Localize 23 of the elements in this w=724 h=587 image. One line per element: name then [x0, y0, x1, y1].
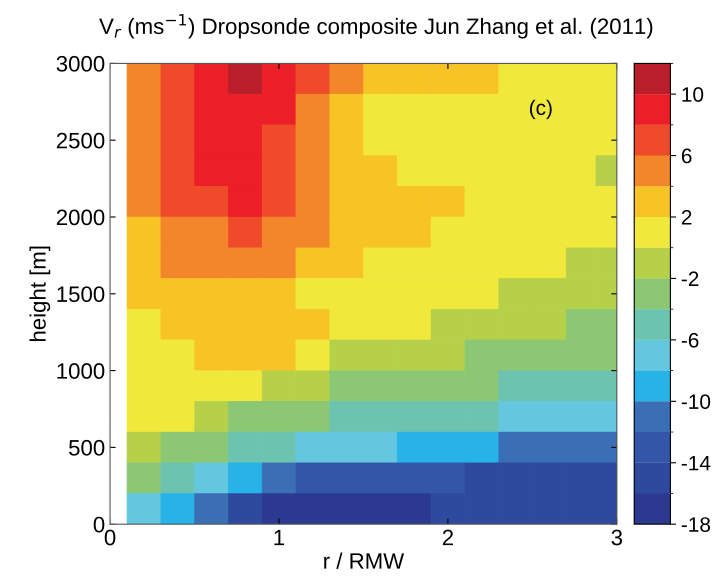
color-bar-label: -2: [682, 271, 698, 286]
x-axis-title: r / RMW: [324, 552, 404, 569]
y-tick-label: 0: [94, 516, 104, 532]
y-tick-label: 3000: [56, 56, 104, 72]
color-bar-label: -18: [682, 517, 710, 532]
color-bar-label: 2: [682, 210, 692, 225]
color-bar-label: 10: [682, 87, 704, 102]
x-tick-label: 1: [274, 530, 284, 546]
y-tick-label: 1500: [57, 286, 104, 302]
annotation: (c): [530, 100, 552, 120]
x-tick-label: 0: [104, 530, 116, 546]
color-bar-label: -10: [682, 394, 710, 410]
y-axis-title: height [m]: [29, 246, 50, 342]
x-tick-label: 2: [442, 530, 453, 546]
color-bar-label: -14: [682, 456, 710, 470]
y-tick-label: 1000: [57, 363, 104, 379]
color-bar-label: 6: [682, 148, 692, 164]
chart-title: V$_{r}$ (ms$^{−1}$) Dropsonde composite Jun Zhang et al. (2011): [99, 14, 652, 39]
color-bar-label: -6: [682, 332, 698, 348]
y-tick-label: 2000: [56, 210, 104, 226]
y-tick-label: 500: [69, 440, 104, 456]
y-tick-label: 2500: [56, 132, 104, 148]
x-tick-label: 3: [612, 530, 622, 546]
